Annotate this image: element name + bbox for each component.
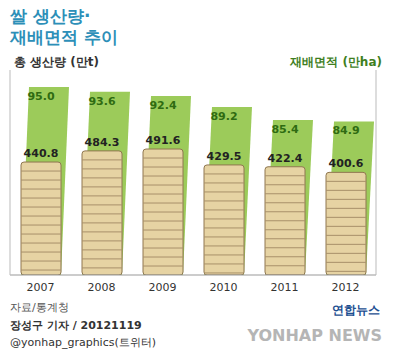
svg-text:95.0: 95.0 (27, 90, 54, 103)
svg-text:422.4: 422.4 (268, 152, 303, 165)
svg-text:2007: 2007 (27, 281, 55, 294)
html-text:@yonhap_graphics(트위터): @yonhap_graphics(트위터) (10, 336, 156, 349)
svg-text:85.4: 85.4 (271, 123, 298, 136)
svg-text:491.6: 491.6 (146, 134, 181, 147)
html-text:쌀 생산량·: 쌀 생산량· (10, 6, 91, 26)
html-text:재배면적 추이: 재배면적 추이 (10, 27, 118, 47)
svg-text:2008: 2008 (88, 281, 116, 294)
html-text:총 생산량 (만t): 총 생산량 (만t) (14, 55, 100, 69)
svg-text:484.3: 484.3 (85, 136, 120, 149)
svg-text:440.8: 440.8 (24, 147, 59, 160)
svg-text:92.4: 92.4 (149, 99, 176, 112)
svg-text:2009: 2009 (149, 281, 177, 294)
svg-text:2010: 2010 (210, 281, 238, 294)
html-text:연합뉴스: 연합뉴스 (332, 303, 380, 317)
html-text:장성구 기자 / 20121119: 장성구 기자 / 20121119 (10, 319, 142, 332)
html-text:YONHAP NEWS: YONHAP NEWS (247, 326, 382, 345)
html-text:재배면적 (만ha): 재배면적 (만ha) (290, 55, 382, 69)
html-text:자료/통계청: 자료/통계청 (10, 301, 69, 314)
svg-text:2012: 2012 (332, 281, 360, 294)
svg-text:2011: 2011 (271, 281, 299, 294)
svg-text:93.6: 93.6 (88, 95, 115, 108)
svg-text:400.6: 400.6 (329, 157, 364, 170)
svg-text:429.5: 429.5 (207, 150, 242, 163)
svg-text:89.2: 89.2 (210, 110, 237, 123)
svg-text:84.9: 84.9 (332, 124, 359, 137)
